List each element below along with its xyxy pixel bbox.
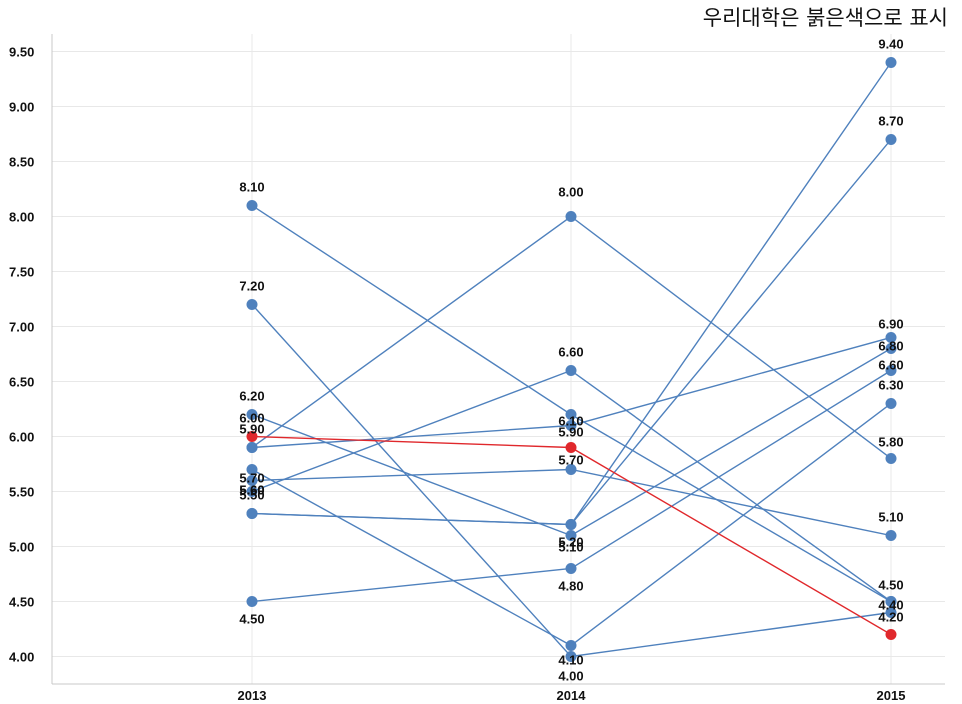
- data-label: 4.00: [558, 669, 583, 684]
- data-label: 5.10: [558, 540, 583, 555]
- data-label: 4.80: [558, 579, 583, 594]
- y-tick-label: 6.50: [9, 375, 34, 390]
- series-point: [885, 530, 897, 541]
- series-points: [246, 57, 897, 662]
- series-point: [885, 398, 897, 409]
- series-point: [246, 508, 258, 519]
- y-tick-label: 5.50: [9, 485, 34, 500]
- highlight-series-point: [565, 442, 577, 453]
- data-label: 6.10: [558, 414, 583, 429]
- series-point: [885, 343, 897, 354]
- chart-note: 우리대학은 붉은색으로 표시: [702, 6, 948, 30]
- data-label: 6.20: [239, 389, 264, 404]
- series-point: [246, 486, 258, 497]
- data-label: 4.50: [878, 578, 903, 593]
- series-point: [565, 420, 577, 431]
- series-point: [885, 596, 897, 607]
- data-label: 5.60: [239, 483, 264, 498]
- data-label: 4.40: [878, 598, 903, 613]
- series-point: [246, 299, 258, 310]
- x-tick-label: 2013: [238, 688, 267, 703]
- data-label: 4.10: [558, 653, 583, 668]
- data-label: 5.50: [239, 488, 264, 503]
- data-label: 5.90: [558, 425, 583, 440]
- data-label: 8.00: [558, 185, 583, 200]
- series-point: [246, 409, 258, 420]
- y-tick-label: 7.50: [9, 265, 34, 280]
- data-label: 5.10: [878, 510, 903, 525]
- series-point: [246, 464, 258, 475]
- data-label: 6.90: [878, 317, 903, 332]
- data-label: 6.30: [878, 378, 903, 393]
- series-point: [565, 464, 577, 475]
- data-label: 8.10: [239, 180, 264, 195]
- data-label: 5.60: [239, 483, 264, 498]
- grid-lines: [52, 34, 945, 684]
- series-point: [885, 607, 897, 618]
- series-point: [565, 211, 577, 222]
- data-label: 4.50: [239, 612, 264, 627]
- series-point: [565, 640, 577, 651]
- series-point: [565, 563, 577, 574]
- y-tick-label: 4.50: [9, 595, 34, 610]
- data-labels: 8.107.206.206.005.705.905.605.605.504.50…: [239, 37, 903, 684]
- data-label: 6.60: [878, 358, 903, 373]
- data-label: 5.20: [558, 535, 583, 550]
- series-point: [565, 519, 577, 530]
- data-label: 6.00: [239, 411, 264, 426]
- x-tick-label: 2014: [557, 688, 587, 703]
- data-label: 8.70: [878, 114, 903, 129]
- y-tick-label: 9.50: [9, 45, 34, 60]
- data-label: 5.70: [558, 453, 583, 468]
- data-label: 5.70: [239, 471, 264, 486]
- series-point: [565, 365, 577, 376]
- y-tick-label: 8.50: [9, 155, 34, 170]
- y-tick-label: 8.00: [9, 210, 34, 225]
- y-tick-label: 7.00: [9, 320, 34, 335]
- y-tick-label: 5.00: [9, 540, 34, 555]
- data-label: 5.80: [878, 435, 903, 450]
- axes: [51, 34, 945, 685]
- highlight-series-point: [885, 629, 897, 640]
- series-point: [565, 651, 577, 662]
- series-point: [246, 200, 258, 211]
- data-label: 4.20: [878, 610, 903, 625]
- highlight-series-point: [246, 431, 258, 442]
- series-point: [565, 530, 577, 541]
- series-point: [885, 134, 897, 145]
- series-point: [885, 365, 897, 376]
- series-point: [246, 596, 258, 607]
- data-label: 9.40: [878, 37, 903, 52]
- series-point: [246, 442, 258, 453]
- y-tick-label: 9.00: [9, 100, 34, 115]
- x-tick-label: 2015: [877, 688, 906, 703]
- series-point: [885, 332, 897, 343]
- tick-labels: 4.00 4.50 5.00 5.50 6.00 6.50 7.00 7.50 8.00 8.50…: [9, 45, 905, 704]
- y-tick-label: 4.00: [9, 650, 34, 665]
- data-label: 6.60: [558, 345, 583, 360]
- data-label: 6.80: [878, 339, 903, 354]
- data-label: 5.90: [239, 422, 264, 437]
- data-label: 7.20: [239, 279, 264, 294]
- series-point: [885, 57, 897, 68]
- series-point: [246, 475, 258, 486]
- series-point: [885, 453, 897, 464]
- y-tick-label: 6.00: [9, 430, 34, 445]
- series-point: [565, 409, 577, 420]
